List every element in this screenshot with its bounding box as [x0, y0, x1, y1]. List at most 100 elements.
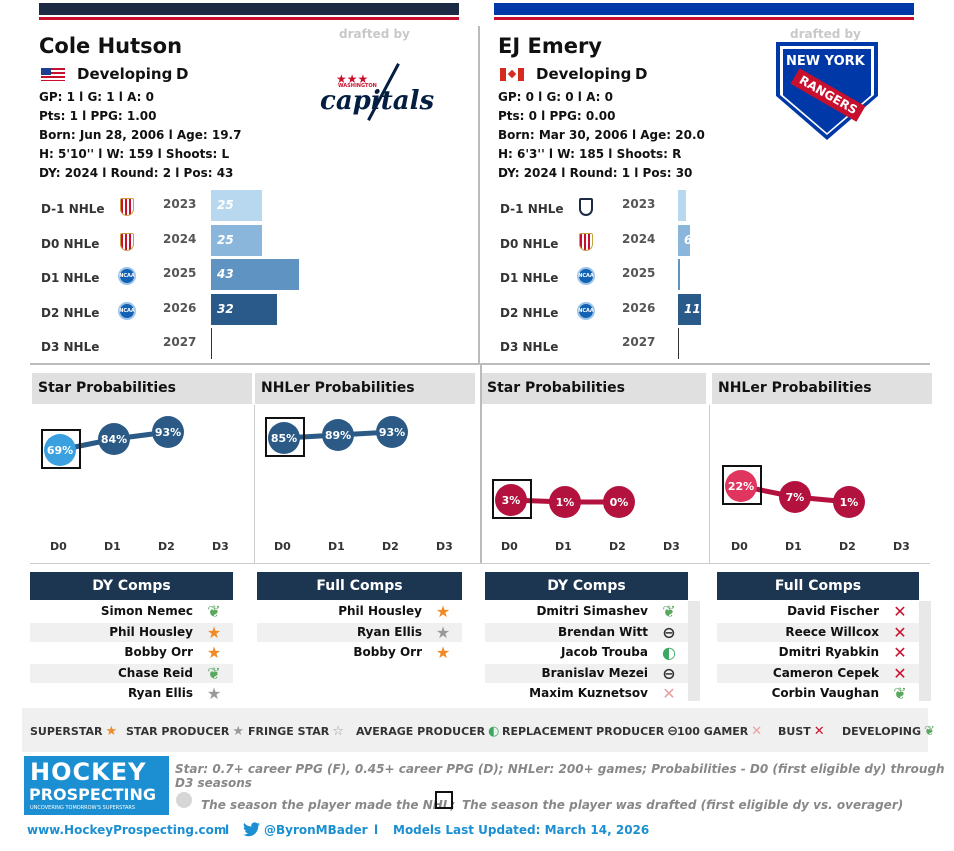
season-row-label: D3 NHLe [41, 340, 100, 354]
stat-line-2: Pts: 0 l PPG: 0.00 [498, 109, 616, 123]
comp-row: Corbin Vaughan ❦ [717, 684, 919, 703]
stat-line-5: DY: 2024 l Round: 2 l Pos: 43 [39, 166, 234, 180]
nhle-value: 32 [217, 301, 234, 316]
twitter-handle-link[interactable]: @ByronMBader [264, 823, 368, 837]
comp-row: Reece Willcox ✕ [717, 622, 919, 642]
nhle-bar [678, 190, 686, 221]
legend-label: 100 GAMER [677, 725, 749, 738]
developing-leaf-icon: ❦ [207, 663, 221, 683]
axis-label: D2 [158, 540, 175, 553]
legend-label: AVERAGE PRODUCER [356, 725, 486, 738]
center-divider [478, 26, 480, 364]
season-row-label: D0 NHLe [41, 236, 100, 251]
stat-line-3: Born: Jun 28, 2006 l Age: 19.7 [39, 128, 242, 142]
legend-item: SUPERSTAR ★ [30, 724, 117, 739]
probability-point: 85% [268, 422, 300, 454]
usntdp-shield-icon [579, 232, 593, 251]
probability-point: 0% [603, 486, 635, 518]
website-link[interactable]: www.HockeyProspecting.com [27, 823, 227, 837]
season-row-label: D1 NHLe [41, 271, 100, 285]
stat-line-2: Pts: 1 l PPG: 1.00 [39, 109, 157, 123]
nhle-bar [211, 328, 212, 359]
comp-row: Chase Reid ❦ [30, 663, 233, 683]
player-status: Developing [536, 65, 632, 83]
ncaa-icon: NCAA [577, 301, 595, 320]
comp-name: Dmitri Simashev [536, 604, 648, 618]
scrollbar[interactable] [688, 601, 700, 701]
horizontal-divider [30, 363, 930, 365]
comp-name: Brendan Witt [558, 624, 648, 639]
legend-item: STAR PRODUCER ★ [126, 724, 244, 739]
panel-title: Star Probabilities [32, 373, 252, 404]
panel-title: NHLer Probabilities [712, 373, 932, 404]
comp-row: Branislav Mezei ⊖ [485, 663, 688, 683]
comp-name: Reece Willcox [785, 624, 879, 639]
probability-point: 3% [495, 484, 527, 516]
fringe-star-icon: ☆ [332, 724, 344, 739]
developing-leaf-icon: ❦ [207, 602, 221, 621]
comp-row: Dmitri Ryabkin ✕ [717, 643, 919, 662]
comp-name: Bobby Orr [124, 645, 193, 659]
probability-point: 1% [549, 486, 581, 518]
nhle-bar [211, 190, 262, 221]
axis-label: D1 [104, 540, 121, 553]
comp-row: Brendan Witt ⊖ [485, 622, 688, 642]
100-gamer-icon: ✕ [662, 684, 676, 703]
stat-line-3: Born: Mar 30, 2006 l Age: 20.0 [498, 128, 705, 142]
axis-label: D2 [839, 540, 856, 553]
washington-capitals-logo: ★★★ WASHINGTON capitals [320, 58, 434, 128]
comp-name: Chase Reid [118, 665, 193, 680]
nhle-bar [678, 293, 701, 325]
legend-label: DEVELOPING [842, 725, 922, 738]
comp-name: Phil Housley [338, 604, 422, 618]
nhle-value: 25 [217, 198, 234, 212]
draft-season-box [492, 479, 532, 519]
usa-flag-icon [41, 68, 65, 81]
nhle-bar [678, 224, 690, 256]
scrollbar[interactable] [919, 601, 931, 701]
drafted-by-label: drafted by [339, 27, 410, 41]
legend-label: SUPERSTAR [30, 725, 103, 738]
outcome-legend: SUPERSTAR ★ STAR PRODUCER ★ FRINGE STAR ☆ AVER… [22, 708, 935, 752]
player-name: Cole Hutson [39, 34, 183, 58]
comp-row: Ryan Ellis ★ [257, 622, 462, 642]
comp-row: Dmitri Simashev ❦ [485, 602, 688, 621]
stat-line-5: DY: 2024 l Round: 1 l Pos: 30 [498, 166, 693, 180]
ncaa-icon: NCAA [118, 301, 136, 320]
season-row-label: D1 NHLe [500, 271, 559, 285]
bust-icon: ✕ [893, 643, 907, 662]
legend-item: FRINGE STAR ☆ [248, 724, 344, 739]
draft-season-box [722, 465, 762, 505]
footer-separator: l [225, 823, 230, 837]
probability-line-charts [59, 429, 850, 505]
comp-name: Simon Nemec [100, 604, 193, 618]
probability-point: 89% [322, 419, 354, 451]
average-producer-icon: ◐ [662, 643, 676, 662]
season-year: 2024 [622, 231, 656, 246]
bust-icon: ✕ [893, 622, 907, 642]
bust-icon: ✕ [813, 724, 825, 739]
comp-name: Ryan Ellis [127, 686, 193, 700]
drafted-by-label: drafted by [790, 27, 861, 41]
legend-label: REPLACEMENT PRODUCER [502, 725, 665, 738]
stat-line-1: GP: 0 l G: 0 l A: 0 [498, 90, 613, 104]
comp-name: Corbin Vaughan [771, 686, 879, 700]
season-year: 2025 [163, 266, 197, 280]
comp-row: Simon Nemec ❦ [30, 602, 233, 621]
ushl-shield-icon [579, 198, 593, 216]
dy-comps-header: DY Comps [30, 572, 233, 600]
bust-icon: ✕ [893, 602, 907, 621]
stat-line-4: H: 5'10'' l W: 159 l Shoots: L [39, 147, 230, 161]
season-row-label: D2 NHLe [41, 305, 100, 320]
probability-point: 93% [152, 416, 184, 448]
star-producer-icon: ★ [206, 684, 222, 703]
nhle-value: 43 [217, 267, 234, 281]
star-producer-icon: ★ [435, 622, 451, 642]
axis-label: D0 [50, 540, 67, 553]
player-name: EJ Emery [498, 34, 602, 58]
legend-item: BUST ✕ [778, 724, 825, 739]
right-header-bar [494, 3, 914, 21]
developing-leaf-icon: ❦ [924, 724, 935, 739]
nhle-value: 25 [217, 232, 234, 247]
legend-item: REPLACEMENT PRODUCER ⊖ [502, 724, 678, 739]
